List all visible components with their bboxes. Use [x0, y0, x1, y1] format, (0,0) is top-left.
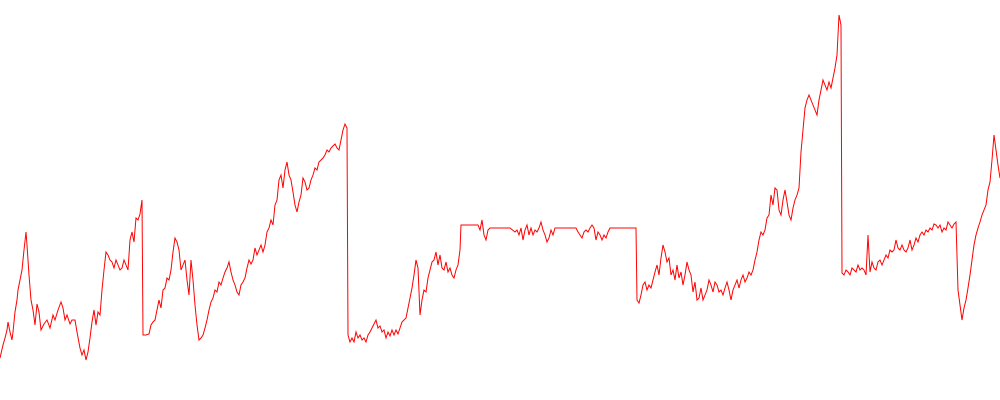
series-line-1 — [0, 14, 1000, 361]
series-layer — [0, 14, 1000, 361]
